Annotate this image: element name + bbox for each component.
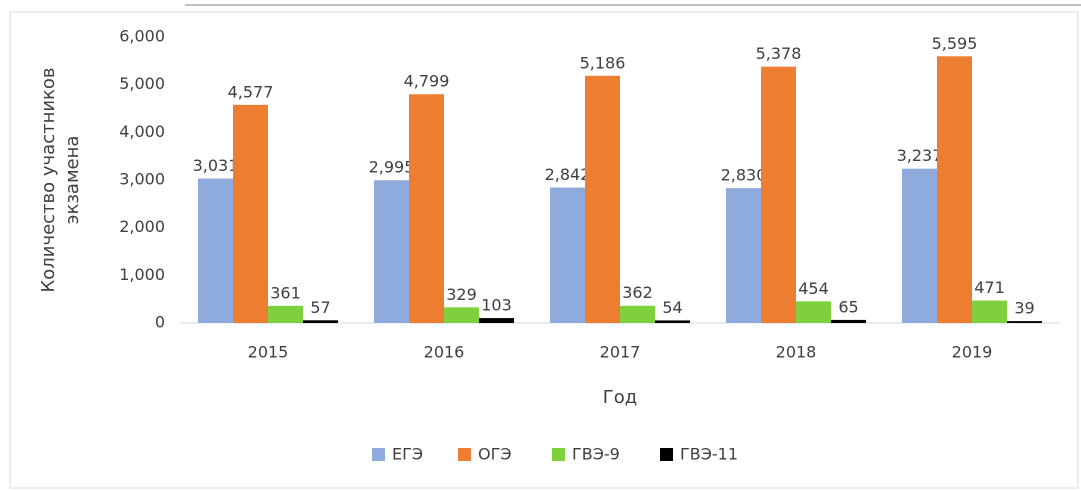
- y-tick-label: 4,000: [119, 122, 165, 141]
- bar: [655, 320, 690, 323]
- data-label: 5,186: [580, 53, 626, 72]
- bar: [550, 187, 585, 323]
- bar: [409, 94, 444, 323]
- y-axis-title: Количество участников экзамена: [38, 67, 83, 292]
- x-axis-title: Год: [603, 387, 637, 408]
- data-label: 54: [662, 298, 682, 317]
- x-tick-label: 2016: [424, 343, 465, 362]
- bar: [233, 104, 268, 323]
- legend-swatch: [552, 448, 565, 461]
- data-label: 3,237: [897, 146, 943, 165]
- data-label: 4,799: [404, 72, 450, 91]
- bar: [761, 66, 796, 323]
- bar: [479, 318, 514, 323]
- data-label: 3,031: [193, 156, 239, 175]
- data-label: 361: [270, 283, 301, 302]
- bar: [585, 75, 620, 324]
- data-label: 4,577: [228, 82, 274, 101]
- x-tick-label: 2015: [248, 343, 289, 362]
- chart-frame: [9, 11, 1079, 489]
- bar: [374, 180, 409, 323]
- y-tick-label: 6,000: [119, 27, 165, 46]
- data-label: 2,995: [369, 158, 415, 177]
- bar: [303, 320, 338, 323]
- bar: [937, 56, 972, 324]
- bar: [620, 305, 655, 323]
- bar: [796, 301, 831, 323]
- data-label: 39: [1014, 299, 1034, 318]
- x-tick-label: 2018: [776, 343, 817, 362]
- legend-label: ОГЭ: [478, 445, 512, 464]
- data-label: 5,378: [756, 44, 802, 63]
- x-tick-label: 2019: [952, 343, 993, 362]
- bar: [1007, 321, 1042, 323]
- bar: [444, 307, 479, 323]
- bar: [902, 168, 937, 323]
- bar: [198, 178, 233, 323]
- legend-label: ЕГЭ: [392, 445, 423, 464]
- data-label: 57: [310, 298, 330, 317]
- legend-label: ГВЭ-11: [680, 445, 738, 464]
- data-label: 329: [446, 285, 477, 304]
- legend-swatch: [660, 448, 673, 461]
- legend-swatch: [372, 448, 385, 461]
- bar: [972, 300, 1007, 323]
- bar: [831, 319, 866, 323]
- y-tick-label: 2,000: [119, 217, 165, 236]
- data-label: 5,595: [932, 34, 978, 53]
- bar: [268, 305, 303, 323]
- x-tick-label: 2017: [600, 343, 641, 362]
- y-tick-label: 5,000: [119, 74, 165, 93]
- data-label: 362: [622, 283, 653, 302]
- data-label: 471: [974, 278, 1005, 297]
- y-tick-label: 0: [155, 313, 165, 332]
- bar: [726, 188, 761, 323]
- data-label: 65: [838, 297, 858, 316]
- data-label: 103: [481, 296, 512, 315]
- legend-label: ГВЭ-9: [572, 445, 620, 464]
- y-tick-label: 3,000: [119, 170, 165, 189]
- legend-swatch: [458, 448, 471, 461]
- data-label: 454: [798, 279, 829, 298]
- y-tick-label: 1,000: [119, 265, 165, 284]
- data-label: 2,830: [721, 166, 767, 185]
- data-label: 2,842: [545, 165, 591, 184]
